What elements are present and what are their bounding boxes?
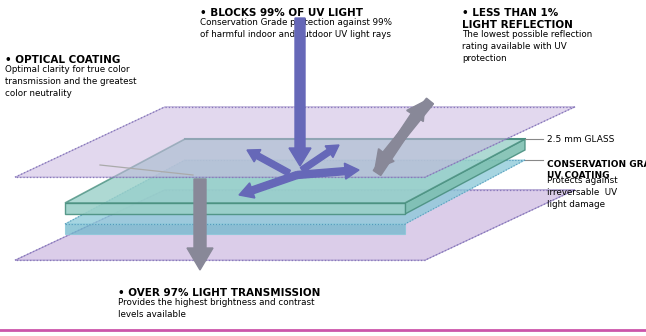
FancyArrow shape bbox=[289, 18, 311, 166]
Text: CONSERVATION GRADE
UV COATING: CONSERVATION GRADE UV COATING bbox=[547, 160, 646, 180]
Polygon shape bbox=[65, 224, 405, 234]
Text: Provides the highest brightness and contrast
levels available: Provides the highest brightness and cont… bbox=[118, 298, 315, 319]
Text: Optimal clarity for true color
transmission and the greatest
color neutrality: Optimal clarity for true color transmiss… bbox=[5, 65, 136, 98]
Polygon shape bbox=[65, 139, 525, 203]
FancyArrow shape bbox=[247, 150, 291, 176]
Text: The lowest possible reflection
rating available with UV
protection: The lowest possible reflection rating av… bbox=[462, 30, 592, 63]
Polygon shape bbox=[15, 107, 575, 177]
Polygon shape bbox=[15, 190, 575, 260]
Text: • LESS THAN 1%
LIGHT REFLECTION: • LESS THAN 1% LIGHT REFLECTION bbox=[462, 8, 573, 30]
Polygon shape bbox=[405, 139, 525, 214]
Text: 2.5 mm GLASS: 2.5 mm GLASS bbox=[547, 134, 614, 143]
FancyArrow shape bbox=[300, 145, 339, 172]
FancyArrow shape bbox=[297, 163, 359, 179]
FancyArrow shape bbox=[375, 98, 433, 169]
Text: • BLOCKS 99% OF UV LIGHT: • BLOCKS 99% OF UV LIGHT bbox=[200, 8, 363, 18]
FancyArrow shape bbox=[373, 101, 425, 175]
FancyArrow shape bbox=[239, 172, 298, 198]
Polygon shape bbox=[65, 160, 525, 224]
Text: • OVER 97% LIGHT TRANSMISSION: • OVER 97% LIGHT TRANSMISSION bbox=[118, 288, 320, 298]
Polygon shape bbox=[65, 203, 405, 214]
Text: Protects against
irreversable  UV
light damage: Protects against irreversable UV light d… bbox=[547, 176, 618, 209]
FancyArrow shape bbox=[187, 179, 213, 270]
Text: • OPTICAL COATING: • OPTICAL COATING bbox=[5, 55, 120, 65]
Text: Conservation Grade protection against 99%
of harmful indoor and outdoor UV light: Conservation Grade protection against 99… bbox=[200, 18, 392, 39]
